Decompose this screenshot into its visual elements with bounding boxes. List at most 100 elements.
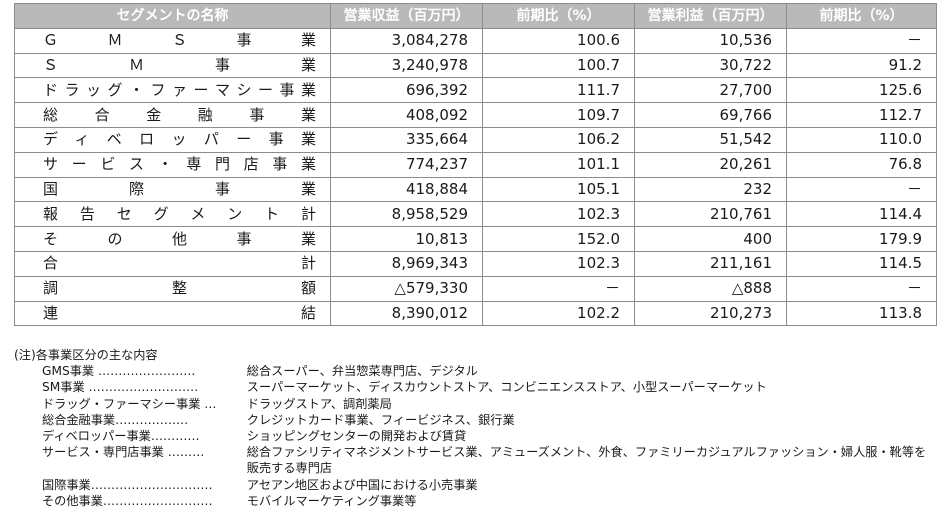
revenue-yoy-value: －	[482, 275, 635, 302]
profit-value: 27,700	[634, 77, 787, 104]
segment-name: 国際事業	[14, 176, 331, 203]
profit-value: 210,761	[634, 201, 787, 228]
profit-value: 51,542	[634, 126, 787, 153]
revenue-value: 8,958,529	[330, 201, 483, 228]
segment-name: 連結	[14, 300, 331, 327]
note-label: 総合金融事業………………	[42, 412, 189, 427]
profit-yoy-value: 114.4	[786, 201, 937, 228]
segment-name: 調整額	[14, 275, 331, 302]
note-item: 国際事業………………………… アセアン地区および中国における小売事業	[14, 477, 936, 493]
revenue-value: 3,084,278	[330, 27, 483, 54]
note-label: GMS事業 ……………………	[42, 364, 196, 379]
profit-value: △888	[634, 275, 787, 302]
table-row: ドラッグ・ファーマシー事業 696,392 111.7 27,700 125.6	[14, 77, 937, 104]
revenue-yoy-value: 102.3	[482, 250, 635, 277]
table-row: 総合金融事業 408,092 109.7 69,766 112.7	[14, 102, 937, 128]
header-profit-yoy: 前期比（%）	[786, 3, 937, 29]
segment-name: ＳＭ事業	[14, 52, 331, 79]
segment-name: サービス・専門店事業	[14, 151, 331, 178]
revenue-yoy-value: 101.1	[482, 151, 635, 178]
table-row: ＧＭＳ事業 3,084,278 100.6 10,536 －	[14, 27, 937, 54]
revenue-yoy-value: 102.2	[482, 300, 635, 327]
segment-name: ディベロッパー事業	[14, 126, 331, 153]
profit-value: 210,273	[634, 300, 787, 327]
revenue-value: 8,390,012	[330, 300, 483, 327]
profit-yoy-value: 110.0	[786, 126, 937, 153]
note-item: GMS事業 …………………… 総合スーパー、弁当惣菜専門店、デジタル	[14, 363, 936, 379]
revenue-value: 8,969,343	[330, 250, 483, 277]
note-text: アセアン地区および中国における小売事業	[246, 477, 478, 492]
profit-value: 10,536	[634, 27, 787, 54]
revenue-value: 3,240,978	[330, 52, 483, 79]
table-row: ディベロッパー事業 335,664 106.2 51,542 110.0	[14, 126, 937, 153]
table-row: 報告セグメント計 8,958,529 102.3 210,761 114.4	[14, 201, 937, 228]
note-text: ドラッグストア、調剤薬局	[246, 396, 392, 411]
note-label: その他事業………………………	[42, 493, 213, 508]
revenue-value: 335,664	[330, 126, 483, 153]
revenue-value: △579,330	[330, 275, 483, 302]
note-item: ディベロッパー事業………… ショッピングセンターの開発および賃貸	[14, 428, 936, 444]
profit-yoy-value: －	[786, 27, 937, 54]
table-header-row: セグメントの名称 営業収益（百万円） 前期比（%） 営業利益（百万円） 前期比（…	[14, 3, 937, 29]
profit-yoy-value: 114.5	[786, 250, 937, 277]
table-row: サービス・専門店事業 774,237 101.1 20,261 76.8	[14, 151, 937, 178]
profit-yoy-value: 91.2	[786, 52, 937, 79]
header-revenue-yoy: 前期比（%）	[482, 3, 635, 29]
note-item: 総合金融事業……………… クレジットカード事業、フィービジネス、銀行業	[14, 412, 936, 428]
segment-name: 合計	[14, 250, 331, 277]
segment-name: その他事業	[14, 226, 331, 252]
profit-value: 400	[634, 226, 787, 252]
note-text: ショッピングセンターの開発および賃貸	[246, 429, 467, 444]
revenue-yoy-value: 102.3	[482, 201, 635, 228]
note-label: ディベロッパー事業…………	[42, 429, 200, 444]
revenue-value: 774,237	[330, 151, 483, 178]
profit-value: 232	[634, 176, 787, 203]
segment-name: 報告セグメント計	[14, 201, 331, 228]
profit-yoy-value: －	[786, 176, 937, 203]
table-row: 合計 8,969,343 102.3 211,161 114.5	[14, 250, 937, 277]
revenue-value: 418,884	[330, 176, 483, 203]
table-row: 連結 8,390,012 102.2 210,273 113.8	[14, 300, 937, 327]
note-text: スーパーマーケット、ディスカウントストア、コンビニエンスストア、小型スーパーマー…	[246, 380, 767, 395]
profit-yoy-value: 179.9	[786, 226, 937, 252]
profit-value: 211,161	[634, 250, 787, 277]
profit-yoy-value: 112.7	[786, 102, 937, 128]
table-row: 国際事業 418,884 105.1 232 －	[14, 176, 937, 203]
header-revenue: 営業収益（百万円）	[330, 3, 483, 29]
table-row: その他事業 10,813 152.0 400 179.9	[14, 226, 937, 252]
header-segment-name: セグメントの名称	[14, 3, 331, 29]
note-text: クレジットカード事業、フィービジネス、銀行業	[246, 412, 515, 427]
profit-yoy-value: 113.8	[786, 300, 937, 327]
profit-yoy-value: 125.6	[786, 77, 937, 104]
note-label: 国際事業…………………………	[42, 477, 213, 492]
revenue-yoy-value: 105.1	[482, 176, 635, 203]
revenue-yoy-value: 152.0	[482, 226, 635, 252]
profit-value: 69,766	[634, 102, 787, 128]
profit-value: 20,261	[634, 151, 787, 178]
table-row: 調整額 △579,330 － △888 －	[14, 275, 937, 302]
profit-yoy-value: －	[786, 275, 937, 302]
notes-title: (注)各事業区分の主な内容	[14, 348, 158, 362]
segment-notes: (注)各事業区分の主な内容 GMS事業 …………………… 総合スーパー、弁当惣菜…	[14, 347, 936, 509]
note-item: ドラッグ・ファーマシー事業 … ドラッグストア、調剤薬局	[14, 396, 936, 412]
note-label: ドラッグ・ファーマシー事業 …	[42, 396, 217, 411]
note-text: 総合ファシリティマネジメントサービス業、アミューズメント、外食、ファミリーカジュ…	[246, 445, 927, 476]
profit-yoy-value: 76.8	[786, 151, 937, 178]
segment-name: 総合金融事業	[14, 102, 331, 128]
note-text: モバイルマーケティング事業等	[246, 493, 417, 508]
table-row: ＳＭ事業 3,240,978 100.7 30,722 91.2	[14, 52, 937, 79]
note-item: サービス・専門店事業 ……… 総合ファシリティマネジメントサービス業、アミューズ…	[14, 444, 936, 476]
revenue-yoy-value: 109.7	[482, 102, 635, 128]
segment-table-wrapper: セグメントの名称 営業収益（百万円） 前期比（%） 営業利益（百万円） 前期比（…	[14, 3, 937, 327]
segment-name: ドラッグ・ファーマシー事業	[14, 77, 331, 104]
revenue-yoy-value: 111.7	[482, 77, 635, 104]
profit-value: 30,722	[634, 52, 787, 79]
revenue-value: 408,092	[330, 102, 483, 128]
segment-table: セグメントの名称 営業収益（百万円） 前期比（%） 営業利益（百万円） 前期比（…	[14, 3, 937, 327]
note-label: サービス・専門店事業 ………	[42, 445, 205, 460]
revenue-value: 696,392	[330, 77, 483, 104]
note-text: 総合スーパー、弁当惣菜専門店、デジタル	[246, 364, 478, 379]
revenue-yoy-value: 100.6	[482, 27, 635, 54]
revenue-yoy-value: 106.2	[482, 126, 635, 153]
revenue-yoy-value: 100.7	[482, 52, 635, 79]
